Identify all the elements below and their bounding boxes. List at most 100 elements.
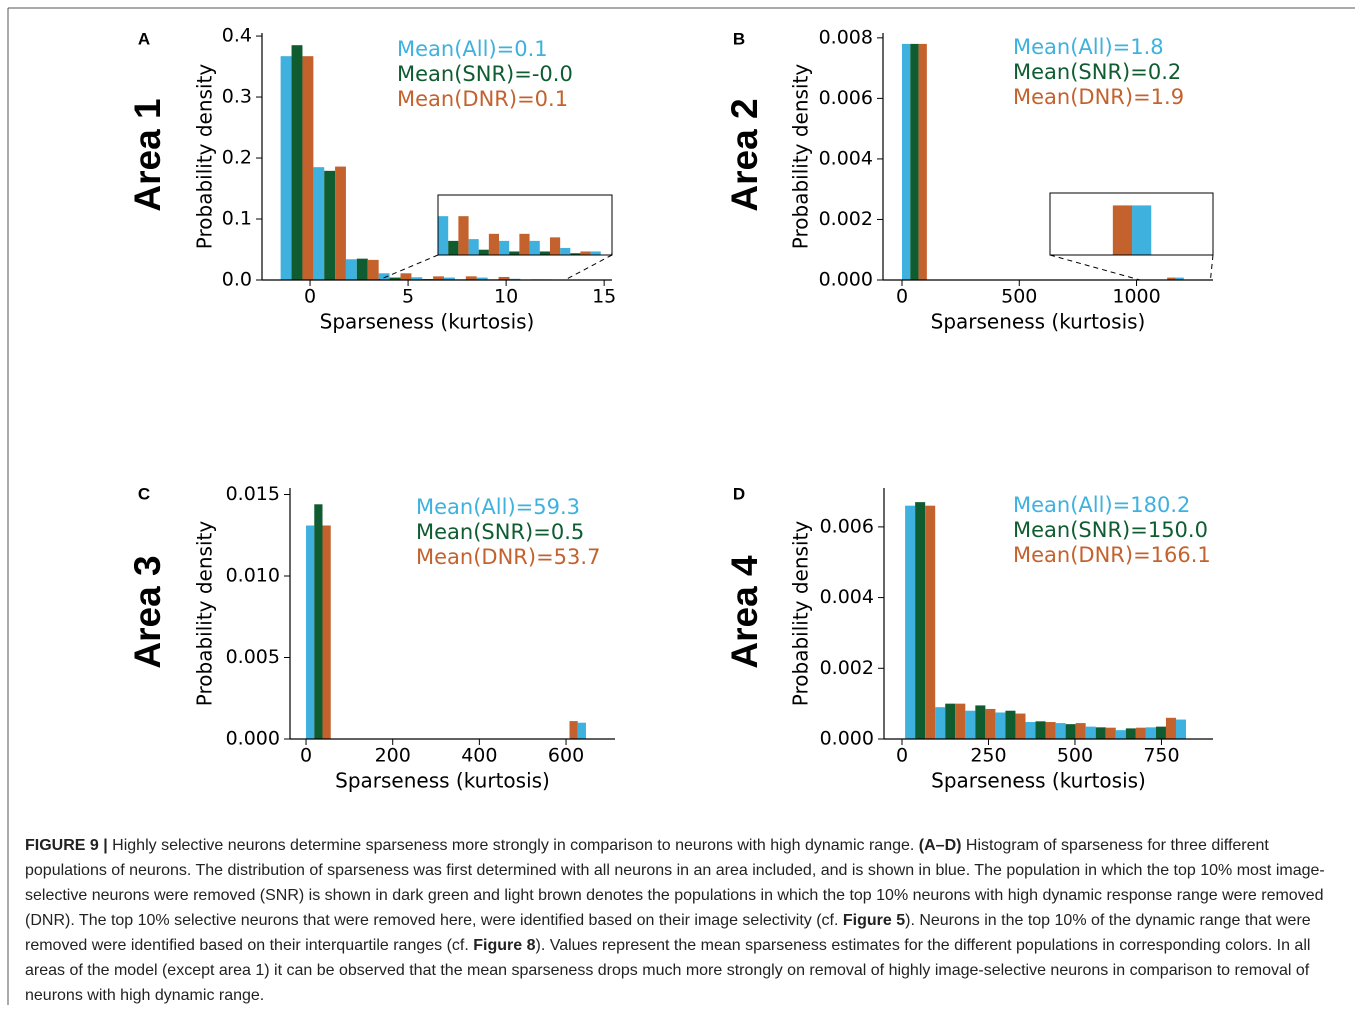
y-tick-label: 0.1: [222, 208, 252, 230]
bar: [945, 703, 956, 739]
bar: [610, 253, 612, 255]
bar: [1095, 727, 1106, 739]
mean-annotation: Mean(DNR)=0.1: [397, 87, 568, 111]
x-tick-label: 15: [592, 286, 616, 308]
bar: [1135, 727, 1146, 739]
bar: [400, 273, 412, 280]
x-tick-label: 5: [402, 286, 414, 308]
y-tick-label: 0.006: [820, 515, 874, 537]
y-tick-label: 0.004: [819, 147, 873, 169]
bar: [1065, 724, 1076, 739]
bar: [509, 251, 520, 255]
bar: [569, 721, 578, 739]
mean-annotation: Mean(DNR)=1.9: [1013, 85, 1184, 109]
inset-connector: [564, 254, 613, 281]
bar: [478, 249, 489, 255]
bar: [905, 505, 916, 739]
bar: [1175, 719, 1187, 739]
mean-annotation: Mean(DNR)=166.1: [1013, 543, 1211, 567]
x-tick-label: 10: [494, 286, 518, 308]
bar: [1115, 730, 1126, 739]
bar: [346, 0, 356, 255]
bar: [1005, 710, 1016, 739]
y-tick-label: 0.0: [222, 269, 252, 291]
bar: [955, 703, 966, 739]
bar: [910, 43, 919, 280]
bar: [1075, 723, 1086, 739]
bar: [357, 0, 367, 255]
caption-text: ). Neurons in the top 10% of the dynamic…: [25, 912, 1311, 954]
x-tick-label: 1000: [1112, 286, 1160, 308]
bar: [918, 43, 927, 280]
y-tick-label: 0.000: [820, 728, 874, 750]
bar: [322, 525, 331, 739]
bar: [509, 278, 521, 280]
bar: [313, 167, 325, 280]
bar: [1085, 726, 1096, 739]
y-tick-label: 0.2: [222, 147, 252, 169]
bar: [1055, 723, 1066, 739]
y-tick-label: 0.006: [819, 87, 873, 109]
bar: [1112, 205, 1133, 255]
bar: [433, 276, 444, 280]
bar: [458, 216, 469, 255]
x-tick-label: 0: [300, 745, 312, 767]
bar: [377, 0, 387, 255]
y-tick-label: 0.015: [226, 483, 280, 505]
mean-annotation: Mean(SNR)=0.5: [416, 520, 584, 544]
bar: [925, 505, 936, 739]
bar: [590, 251, 601, 255]
panel-label: C: [138, 484, 150, 503]
x-tick-label: 500: [1057, 745, 1093, 767]
inset-connector: [1049, 254, 1141, 281]
mean-annotation: Mean(All)=1.8: [1013, 35, 1164, 59]
y-tick-label: 0.008: [819, 26, 873, 48]
caption-text: ). Values represent the mean sparseness …: [25, 937, 1311, 1004]
panel-label: A: [138, 29, 150, 48]
row-label: Area 3: [127, 555, 168, 668]
bar: [438, 216, 449, 255]
bar: [965, 710, 976, 739]
mean-annotation: Mean(All)=180.2: [1013, 493, 1190, 517]
bar: [345, 259, 357, 280]
bar: [418, 131, 428, 255]
bar: [411, 277, 423, 280]
bar: [356, 258, 368, 280]
bar: [314, 504, 323, 739]
y-tick-label: 0.004: [820, 586, 874, 608]
mean-annotation: Mean(SNR)=150.0: [1013, 518, 1208, 542]
bar: [570, 253, 581, 255]
caption: FIGURE 9 | Highly selective neurons dete…: [25, 833, 1325, 1008]
bar: [428, 139, 438, 255]
bar: [901, 43, 911, 280]
bar: [1045, 722, 1056, 739]
bar: [387, 0, 397, 255]
bar: [498, 240, 510, 255]
caption-text: Histogram of sparseness for three differ…: [25, 837, 1325, 929]
inset-connector: [378, 254, 439, 281]
row-label: Area 2: [724, 98, 765, 211]
bar: [1175, 277, 1184, 280]
bar: [1145, 727, 1156, 739]
x-tick-label: 600: [548, 745, 584, 767]
bar: [1125, 728, 1136, 739]
caption-text: FIGURE 9 |: [25, 837, 108, 854]
caption-text: (A–D): [918, 837, 962, 854]
panel-label: B: [733, 29, 745, 48]
y-tick-label: 0.4: [222, 25, 252, 47]
x-tick-label: 200: [375, 745, 411, 767]
bar: [1132, 205, 1152, 255]
bar: [302, 56, 314, 280]
bar: [1035, 721, 1046, 739]
bar: [577, 722, 586, 739]
bar: [448, 240, 459, 255]
y-tick-label: 0.000: [226, 728, 280, 750]
bar: [324, 170, 336, 280]
y-axis-label: Probability density: [789, 64, 813, 250]
mean-annotation: Mean(All)=0.1: [397, 37, 548, 61]
bar: [529, 240, 540, 255]
bar: [378, 273, 390, 280]
bar: [280, 56, 292, 280]
y-tick-label: 0.002: [819, 208, 873, 230]
